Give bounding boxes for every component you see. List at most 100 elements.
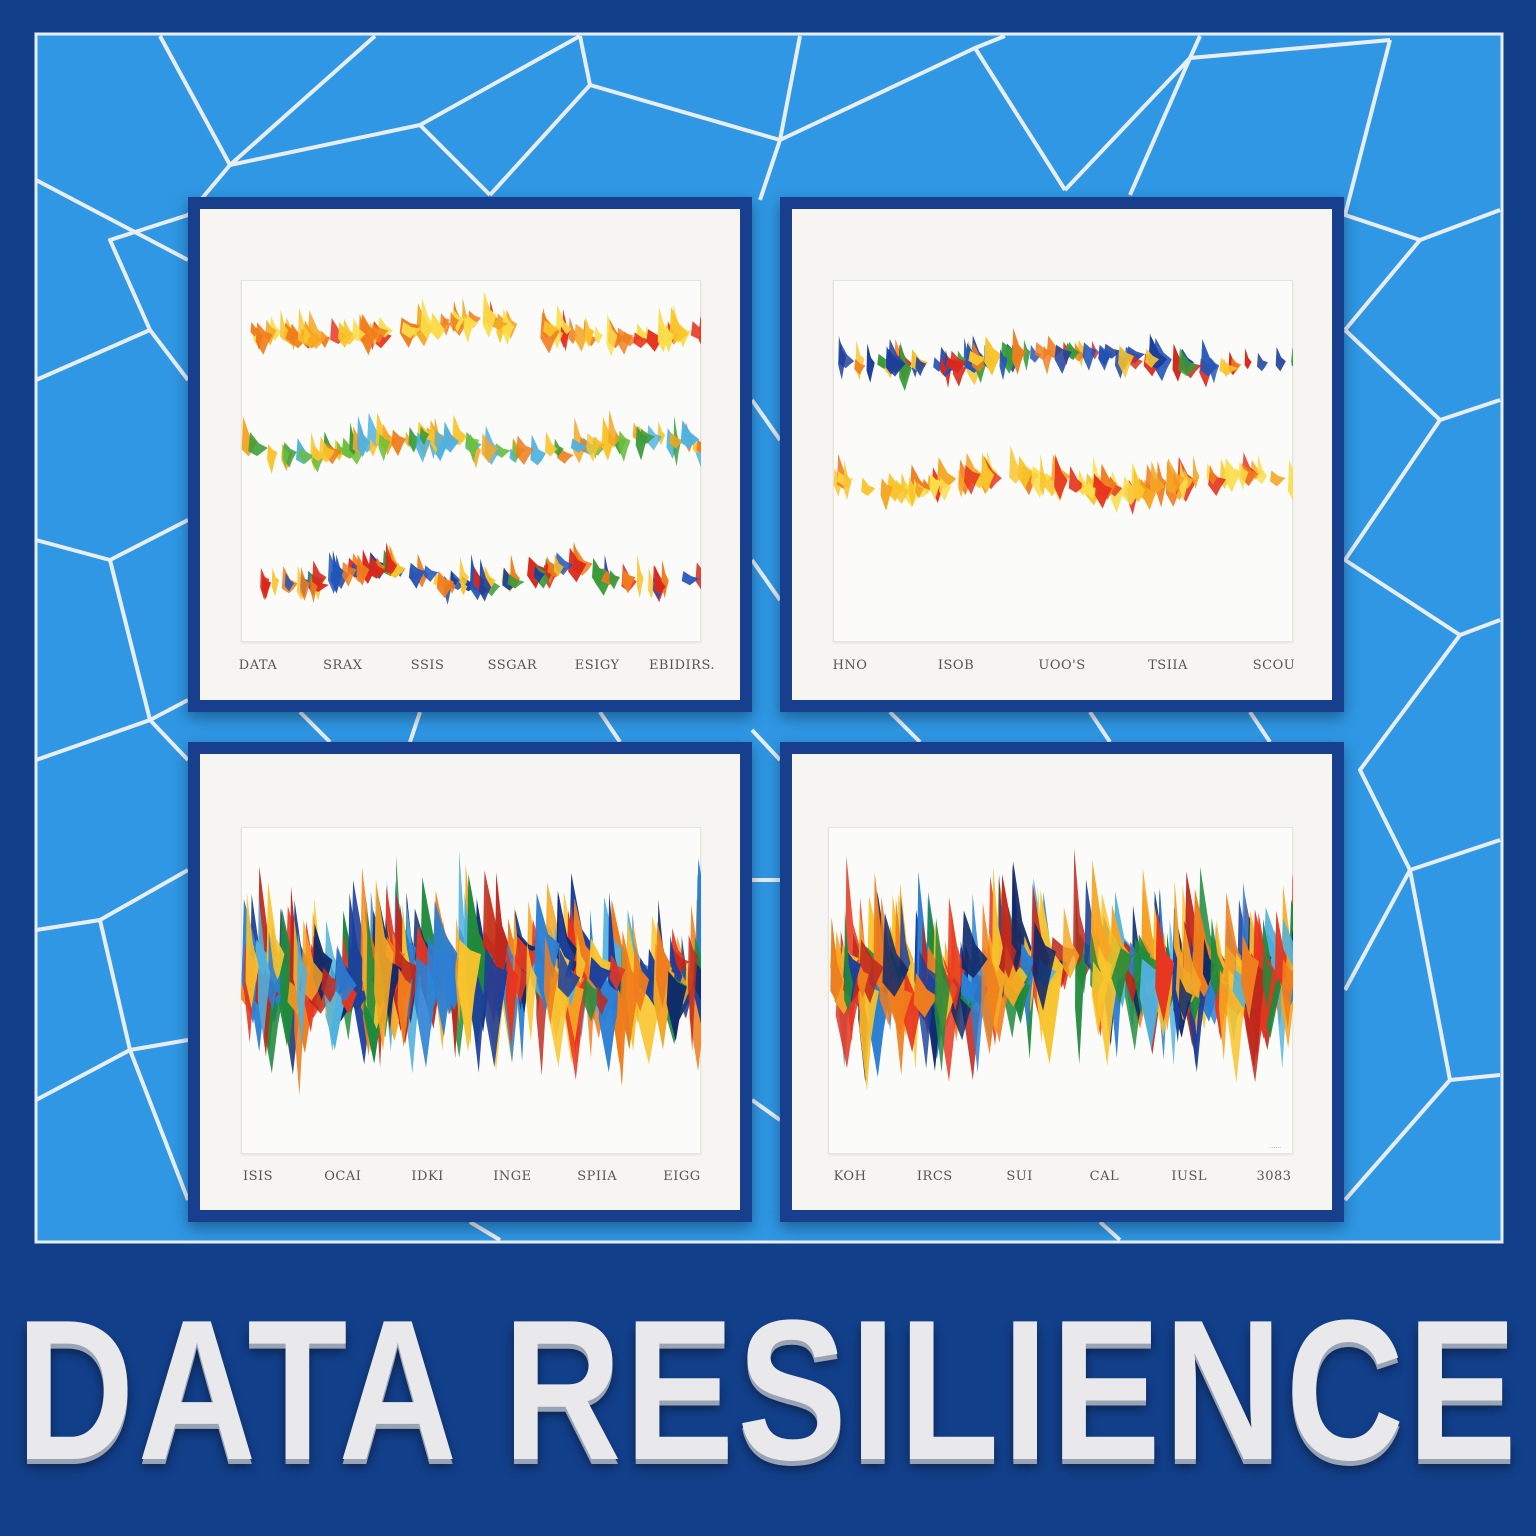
frame-bottom-right: ...... KOH IRCS SUI CAL IUSL 3083 bbox=[780, 742, 1344, 1222]
paper-shard bbox=[899, 342, 912, 391]
paper-shard bbox=[573, 417, 587, 464]
paper-shard bbox=[1270, 470, 1286, 487]
paper-shard bbox=[297, 308, 312, 344]
caption-label: SSIS bbox=[410, 658, 445, 673]
paper-shard bbox=[1054, 454, 1068, 500]
paper-shard bbox=[502, 308, 515, 345]
paper-shard bbox=[473, 567, 485, 591]
paper-shard bbox=[245, 891, 259, 1009]
paper-shard bbox=[940, 357, 948, 376]
caption-label: SPIIA bbox=[577, 1169, 618, 1184]
caption-label: SCOU bbox=[1252, 658, 1296, 673]
paper-shard bbox=[616, 327, 634, 355]
paper-shard bbox=[1082, 342, 1097, 371]
paper-shard bbox=[1095, 476, 1112, 509]
paper-shard bbox=[680, 420, 700, 449]
paper-shard bbox=[696, 440, 701, 453]
paper-shard bbox=[482, 291, 497, 338]
paper-shard bbox=[622, 569, 636, 594]
caption-label: 3083 bbox=[1256, 1169, 1292, 1184]
paper-shard bbox=[1257, 352, 1268, 372]
paper-shard bbox=[633, 332, 650, 349]
paper-shard bbox=[356, 554, 370, 586]
paper-shard bbox=[450, 311, 459, 333]
paper-shard bbox=[507, 574, 525, 589]
paper-shard bbox=[981, 902, 1000, 1055]
paper-shard bbox=[1209, 464, 1218, 485]
paper-shard bbox=[397, 967, 412, 1048]
shard-band bbox=[838, 327, 1293, 391]
paper-shard bbox=[1133, 468, 1146, 503]
paper-shard bbox=[430, 312, 448, 341]
paper-shard bbox=[469, 433, 479, 463]
paper-shard bbox=[436, 571, 455, 599]
paper-shard bbox=[929, 473, 942, 501]
paper-shard bbox=[646, 329, 665, 352]
paper-shard bbox=[1091, 961, 1107, 1037]
paper-shard bbox=[999, 349, 1008, 381]
paper-shard bbox=[1017, 455, 1034, 489]
paper-shard bbox=[368, 554, 387, 579]
abstract-waveform-art bbox=[241, 291, 701, 605]
paper-shard bbox=[655, 920, 671, 1009]
shard-band bbox=[260, 541, 701, 605]
paper-shard bbox=[666, 971, 687, 1042]
paper-shard bbox=[543, 320, 560, 337]
paper-shard bbox=[452, 414, 467, 446]
paper-shard bbox=[530, 434, 546, 466]
paper-shard bbox=[526, 942, 537, 1042]
paper-shard bbox=[414, 957, 441, 1068]
mat: DATA SRAX SSIS SSGAR ESIGY EBIDIRS. bbox=[200, 209, 740, 700]
paper-shard bbox=[939, 477, 952, 501]
paper-shard bbox=[352, 318, 366, 342]
paper-shard bbox=[1122, 476, 1142, 506]
paper-shard bbox=[1219, 969, 1230, 1061]
paper-shard bbox=[494, 443, 511, 458]
paper-shard bbox=[1257, 454, 1268, 485]
artist-signature: ...... bbox=[1269, 1143, 1281, 1150]
paper-shard bbox=[401, 321, 421, 339]
paper-shard bbox=[669, 432, 684, 449]
paper-shard bbox=[341, 561, 357, 587]
caption-row: KOH IRCS SUI CAL IUSL 3083 bbox=[792, 1169, 1332, 1189]
caption-label: DATA bbox=[238, 658, 278, 673]
paper-shard bbox=[1291, 353, 1293, 367]
paper-shard bbox=[443, 421, 460, 453]
paper-shard bbox=[284, 572, 295, 592]
paper-shard bbox=[1150, 461, 1165, 494]
paper-shard bbox=[1090, 859, 1112, 975]
paper-shard bbox=[449, 577, 456, 594]
paper-shard bbox=[838, 335, 847, 380]
paper-shard bbox=[598, 970, 621, 1073]
caption-label: ISIS bbox=[242, 1169, 274, 1184]
caption-label: EBIDIRS. bbox=[648, 658, 716, 673]
paper-shard bbox=[307, 310, 327, 349]
paper-shard bbox=[298, 447, 314, 464]
paper-shard bbox=[356, 415, 370, 458]
paper-shard bbox=[583, 978, 602, 1022]
caption-label: IUSL bbox=[1171, 1169, 1208, 1184]
artwork-paper bbox=[241, 280, 701, 642]
paper-shard bbox=[248, 432, 268, 457]
abstract-waveform-art bbox=[241, 850, 701, 1096]
paper-shard bbox=[267, 444, 278, 474]
caption-label: SRAX bbox=[323, 658, 363, 673]
paper-shard bbox=[586, 433, 602, 462]
paper-shard bbox=[369, 438, 378, 457]
paper-shard bbox=[592, 557, 606, 587]
paper-shard bbox=[584, 317, 595, 348]
shard-band bbox=[241, 409, 701, 474]
paper-shard bbox=[1068, 466, 1085, 493]
paper-shard bbox=[609, 954, 626, 991]
paper-shard bbox=[844, 909, 853, 1012]
paper-shard bbox=[491, 315, 508, 330]
shard-band bbox=[833, 445, 1293, 515]
paper-shard bbox=[877, 353, 894, 370]
caption-label: EIGG bbox=[663, 1169, 701, 1184]
paper-shard bbox=[992, 865, 1003, 973]
shard-band bbox=[830, 848, 1293, 1091]
paper-shard bbox=[457, 939, 481, 1052]
artwork-paper bbox=[241, 827, 701, 1154]
abstract-waveform-art bbox=[830, 848, 1293, 1091]
paper-shard bbox=[374, 879, 394, 1051]
